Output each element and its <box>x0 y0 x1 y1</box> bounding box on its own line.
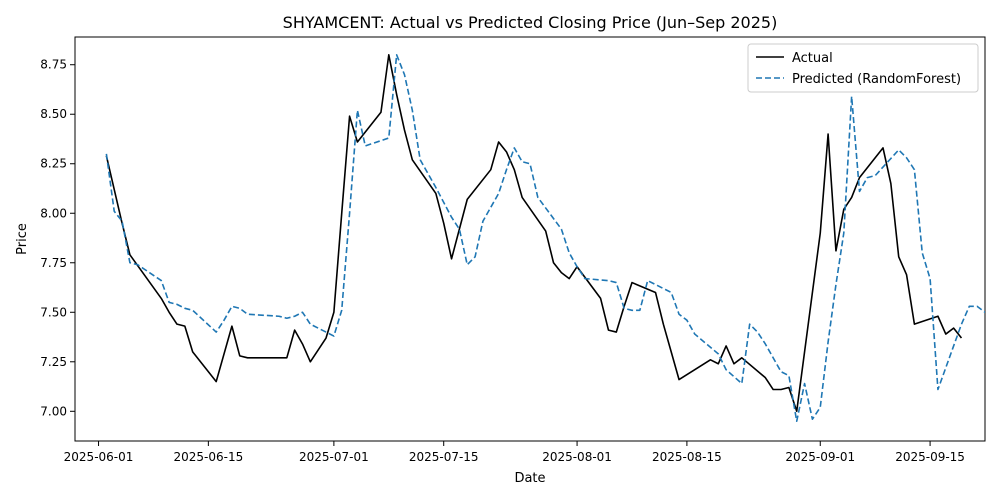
y-tick-label: 8.50 <box>40 107 67 121</box>
y-tick-label: 8.25 <box>40 157 67 171</box>
x-tick-label: 2025-07-15 <box>409 450 479 464</box>
y-tick-label: 7.75 <box>40 256 67 270</box>
y-tick-label: 8.00 <box>40 206 67 220</box>
x-axis-label: Date <box>514 471 545 486</box>
chart-title: SHYAMCENT: Actual vs Predicted Closing P… <box>283 13 778 32</box>
x-tick-label: 2025-08-01 <box>542 450 612 464</box>
legend: Actual Predicted (RandomForest) <box>747 43 979 93</box>
x-tick-label: 2025-09-15 <box>895 450 965 464</box>
legend-label: Predicted (RandomForest) <box>792 72 961 87</box>
plot-area <box>105 54 985 422</box>
y-tick-label: 7.00 <box>40 404 67 418</box>
y-tick-label: 7.25 <box>40 355 67 369</box>
x-tick-label: 2025-07-01 <box>299 450 369 464</box>
x-tick-label: 2025-06-15 <box>173 450 243 464</box>
legend-box <box>747 43 979 93</box>
series-line-predicted <box>105 54 985 422</box>
y-axis: 7.00 7.25 7.50 7.75 8.00 8.25 8.50 8.75 <box>40 58 75 418</box>
legend-label: Actual <box>792 51 833 66</box>
x-axis: 2025-06-01 2025-06-15 2025-07-01 2025-07-15… <box>64 441 965 464</box>
x-tick-label: 2025-06-01 <box>64 450 134 464</box>
y-tick-label: 8.75 <box>40 58 67 72</box>
x-tick-label: 2025-08-15 <box>652 450 722 464</box>
x-tick-label: 2025-09-01 <box>785 450 855 464</box>
y-axis-label: Price <box>15 223 30 255</box>
y-tick-label: 7.50 <box>40 305 67 319</box>
series-layer <box>105 54 985 422</box>
plot-frame <box>74 36 986 442</box>
series-line-actual <box>105 54 963 413</box>
